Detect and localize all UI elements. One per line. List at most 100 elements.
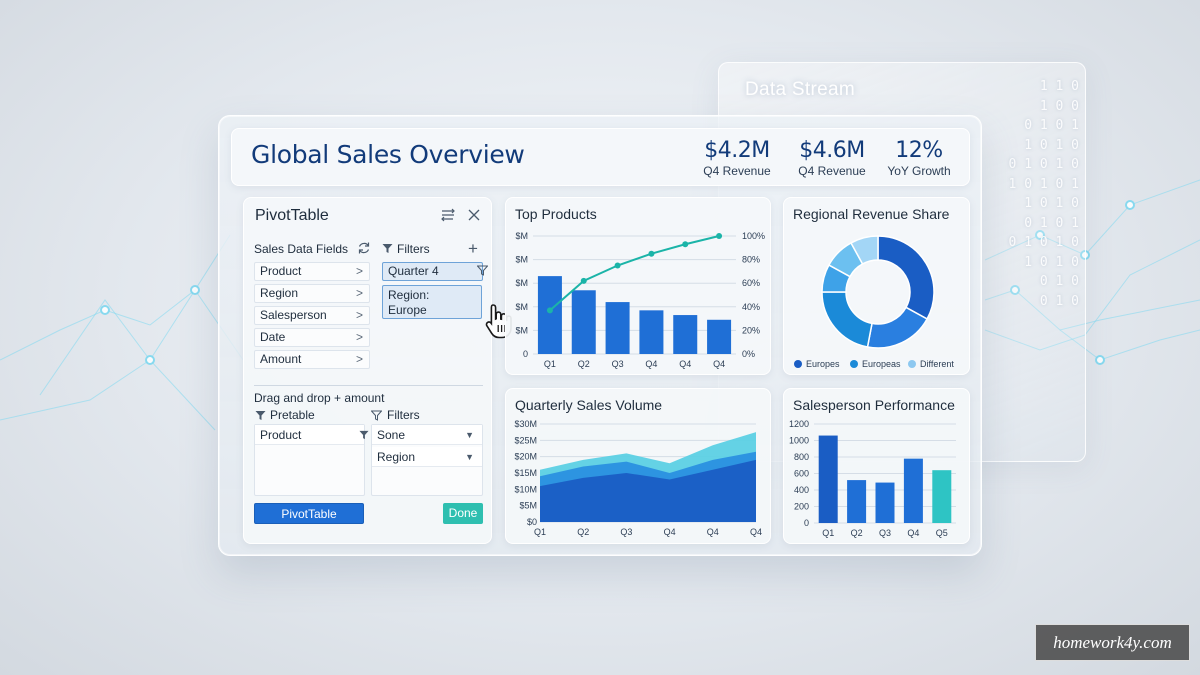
kpi-label: Q4 Revenue bbox=[798, 164, 866, 178]
x-tick-label: Q1 bbox=[544, 359, 556, 369]
pivottable-panel: PivotTable Sales Data Fields Filters + P… bbox=[243, 197, 512, 544]
watermark: homework4y.com bbox=[1035, 624, 1190, 661]
data-stream-bits: 1 1 0 1 0 0 0 1 0 1 1 0 1 0 0 1 0 1 0 1 … bbox=[1008, 79, 1079, 309]
kpi-q4-revenue-2: $4.6M Q4 Revenue bbox=[787, 138, 877, 178]
kpi-value: 12% bbox=[895, 138, 943, 163]
field-date[interactable]: Date > bbox=[254, 328, 370, 347]
field-label: Product bbox=[260, 264, 302, 278]
x-tick-label: Q2 bbox=[578, 359, 590, 369]
y-tick-label: $20M bbox=[514, 452, 537, 462]
chart-title: Top Products bbox=[515, 206, 597, 222]
donut-slice bbox=[877, 235, 935, 320]
quarterly-volume-card: Quarterly Sales Volume $30M $25M $20M $15M $… bbox=[505, 388, 771, 544]
y-tick-label: $25M bbox=[514, 435, 537, 445]
x-tick-label: Q4 bbox=[750, 527, 762, 537]
y-tick-label: 0 bbox=[804, 518, 809, 528]
field-label: Region bbox=[260, 286, 299, 300]
bar bbox=[903, 458, 923, 523]
x-tick-label: Q1 bbox=[822, 528, 834, 538]
quarterly-volume-chart: $30M $25M $20M $15M $10M $5M $0Q1 Q2 Q3 Q4 Q4 Q4 bbox=[514, 419, 762, 537]
x-tick-label: Q5 bbox=[936, 528, 948, 538]
network-node bbox=[1035, 230, 1045, 240]
network-node bbox=[1010, 285, 1020, 295]
y-tick-label: 400 bbox=[794, 485, 809, 495]
x-tick-label: Q2 bbox=[851, 528, 863, 538]
network-line bbox=[1059, 329, 1200, 361]
x-tick-label: Q4 bbox=[707, 527, 719, 537]
bar bbox=[673, 315, 698, 354]
y-tick-label: 800 bbox=[794, 452, 809, 462]
y2-tick-label: 40% bbox=[742, 302, 760, 312]
y-tick-label: 200 bbox=[794, 502, 809, 512]
plus-icon[interactable]: + bbox=[468, 239, 478, 258]
x-tick-label: Q2 bbox=[577, 527, 589, 537]
x-tick-label: Q4 bbox=[664, 527, 676, 537]
filter-dropdown-region[interactable]: Region ▼ bbox=[372, 447, 482, 467]
line-point bbox=[614, 262, 621, 269]
y2-tick-label: 20% bbox=[742, 325, 760, 335]
bar bbox=[639, 310, 664, 354]
field-product[interactable]: Product > bbox=[254, 262, 370, 281]
bar bbox=[605, 302, 630, 354]
filters-heading: Filters bbox=[397, 242, 430, 256]
bar bbox=[537, 276, 562, 354]
regional-share-chart: Europes Europeas Different bbox=[794, 235, 954, 369]
chevron-down-icon: ▼ bbox=[465, 452, 474, 462]
legend-swatch bbox=[794, 360, 802, 368]
bar bbox=[847, 480, 867, 523]
line-point bbox=[580, 277, 587, 284]
pivottable-title: PivotTable bbox=[255, 207, 329, 224]
filters-drop-zone[interactable]: Sone ▼ Region ▼ bbox=[371, 424, 483, 496]
field-region[interactable]: Region > bbox=[254, 284, 370, 303]
salesperson-card: Salesperson Performance 1200 1000 800 600 40… bbox=[783, 388, 970, 544]
y2-tick-label: 60% bbox=[742, 278, 760, 288]
x-tick-label: Q4 bbox=[645, 359, 657, 369]
kpi-label: Q4 Revenue bbox=[703, 164, 771, 178]
rows-drop-zone[interactable]: Product bbox=[254, 424, 369, 496]
x-tick-label: Q4 bbox=[713, 359, 725, 369]
pivottable-button[interactable]: PivotTable bbox=[254, 503, 364, 524]
done-button[interactable]: Done bbox=[443, 503, 483, 524]
y-tick-label: $10M bbox=[514, 484, 537, 494]
x-tick-label: Q3 bbox=[620, 527, 632, 537]
row-item-product[interactable]: Product bbox=[255, 425, 369, 445]
bar bbox=[818, 435, 838, 523]
y2-tick-label: 100% bbox=[742, 231, 765, 241]
x-tick-label: Q4 bbox=[679, 359, 691, 369]
kpi-value: $4.6M bbox=[799, 138, 865, 163]
y-tick-label: 1000 bbox=[789, 436, 809, 446]
dashboard-header: Global Sales Overview $4.2M Q4 Revenue $… bbox=[231, 128, 970, 186]
fields-heading: Sales Data Fields bbox=[254, 242, 349, 256]
filter-chip-region[interactable]: Region: Europe bbox=[382, 285, 482, 319]
field-label: Amount bbox=[260, 352, 302, 366]
field-amount[interactable]: Amount > bbox=[254, 350, 370, 369]
filter-chip-label: Region: Europe bbox=[388, 288, 430, 317]
chevron-down-icon: ▼ bbox=[465, 430, 474, 440]
network-node bbox=[1125, 200, 1135, 210]
top-products-card: Top Products $M 100% $M 80% $M 60% $M 40% $M 20% 0… bbox=[505, 197, 771, 375]
filter-dropdown-sone[interactable]: Sone ▼ bbox=[372, 425, 482, 445]
chevron-right-icon: > bbox=[355, 286, 363, 300]
chart-title: Salesperson Performance bbox=[793, 397, 955, 413]
legend-label: Europeas bbox=[862, 359, 901, 369]
drag-drop-heading: Drag and drop + amount bbox=[254, 391, 385, 405]
chart-title: Regional Revenue Share bbox=[793, 206, 950, 222]
filter-item-label: Region bbox=[377, 450, 416, 464]
donut-slice bbox=[821, 291, 873, 348]
page-title: Global Sales Overview bbox=[251, 140, 525, 169]
y-tick-label: $M bbox=[515, 255, 528, 265]
field-salesperson[interactable]: Salesperson > bbox=[254, 306, 370, 325]
y-tick-label: $5M bbox=[519, 501, 537, 511]
network-node bbox=[1095, 355, 1105, 365]
chart-title: Quarterly Sales Volume bbox=[515, 397, 663, 413]
y-tick-label: $M bbox=[515, 231, 528, 241]
y-tick-label: $M bbox=[515, 278, 528, 288]
bar bbox=[932, 470, 952, 523]
y-tick-label: 1200 bbox=[789, 419, 809, 429]
y-tick-label: $0 bbox=[527, 517, 537, 527]
filter-chip-quarter[interactable]: Quarter 4 bbox=[382, 262, 488, 281]
filter-item-label: Sone bbox=[377, 428, 406, 442]
chevron-right-icon: > bbox=[355, 352, 363, 366]
line-point bbox=[648, 250, 655, 257]
divider bbox=[254, 385, 483, 386]
